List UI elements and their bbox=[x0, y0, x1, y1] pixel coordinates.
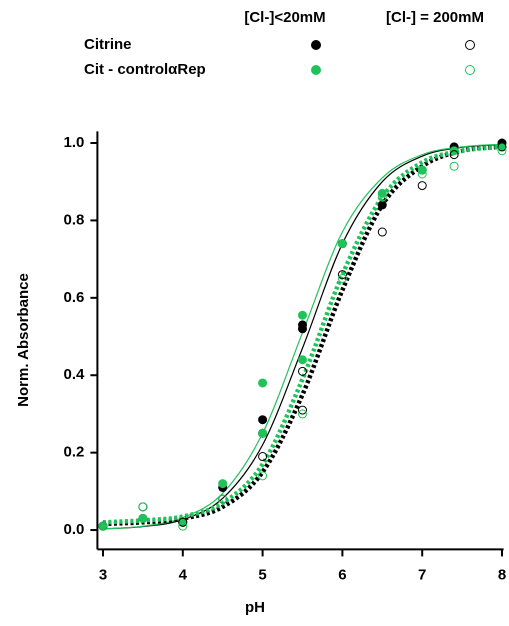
fit-curve bbox=[102, 144, 503, 525]
data-point bbox=[449, 150, 459, 160]
y-tick-label: 0.2 bbox=[64, 444, 85, 461]
data-point bbox=[178, 517, 188, 527]
data-point bbox=[417, 169, 427, 179]
data-point bbox=[258, 471, 268, 481]
legend-row-label: Cit - controlαRep bbox=[84, 61, 206, 78]
legend-column-label: [Cl-] = 200mM bbox=[386, 9, 484, 26]
fit-curve bbox=[102, 144, 503, 527]
fit-curve bbox=[102, 143, 503, 530]
x-tick-label: 8 bbox=[498, 566, 506, 583]
data-point bbox=[258, 415, 268, 425]
data-point bbox=[417, 181, 427, 191]
data-point bbox=[98, 521, 108, 531]
y-axis-label: Norm. Absorbance bbox=[15, 273, 32, 407]
data-point bbox=[258, 378, 268, 388]
data-point bbox=[297, 310, 307, 320]
data-point bbox=[297, 324, 307, 334]
data-point bbox=[178, 521, 188, 531]
x-axis-label: pH bbox=[245, 599, 265, 616]
y-tick-label: 1.0 bbox=[64, 134, 85, 151]
data-point bbox=[138, 513, 148, 523]
y-tick-label: 0.4 bbox=[64, 366, 86, 383]
y-tick-label: 0.6 bbox=[64, 289, 85, 306]
y-tick-label: 0.8 bbox=[64, 211, 85, 228]
legend-marker bbox=[311, 40, 321, 50]
data-point bbox=[258, 428, 268, 438]
data-point bbox=[449, 161, 459, 171]
data-point bbox=[297, 355, 307, 365]
legend-marker bbox=[311, 65, 321, 75]
data-point bbox=[297, 366, 307, 376]
data-point bbox=[297, 409, 307, 419]
legend-row-label: Citrine bbox=[84, 36, 132, 53]
data-point bbox=[337, 239, 347, 249]
data-point bbox=[377, 227, 387, 237]
x-tick-label: 5 bbox=[258, 566, 266, 583]
legend-marker bbox=[465, 65, 475, 75]
legend-column-label: [Cl-]<20mM bbox=[244, 9, 325, 26]
x-tick-label: 3 bbox=[99, 566, 107, 583]
x-tick-label: 6 bbox=[338, 566, 346, 583]
data-point bbox=[377, 200, 387, 210]
data-point bbox=[138, 502, 148, 512]
data-point bbox=[98, 521, 108, 531]
data-point bbox=[218, 494, 228, 504]
data-point bbox=[218, 479, 228, 489]
data-point bbox=[258, 452, 268, 462]
y-tick-label: 0.0 bbox=[64, 521, 85, 538]
data-point bbox=[337, 273, 347, 283]
data-point bbox=[497, 142, 507, 152]
data-point bbox=[377, 192, 387, 202]
fit-curve bbox=[102, 143, 503, 530]
x-tick-label: 7 bbox=[418, 566, 426, 583]
data-point bbox=[297, 405, 307, 415]
legend-marker bbox=[465, 40, 475, 50]
x-tick-label: 4 bbox=[179, 566, 188, 583]
data-point bbox=[337, 270, 347, 280]
data-point bbox=[497, 146, 507, 156]
